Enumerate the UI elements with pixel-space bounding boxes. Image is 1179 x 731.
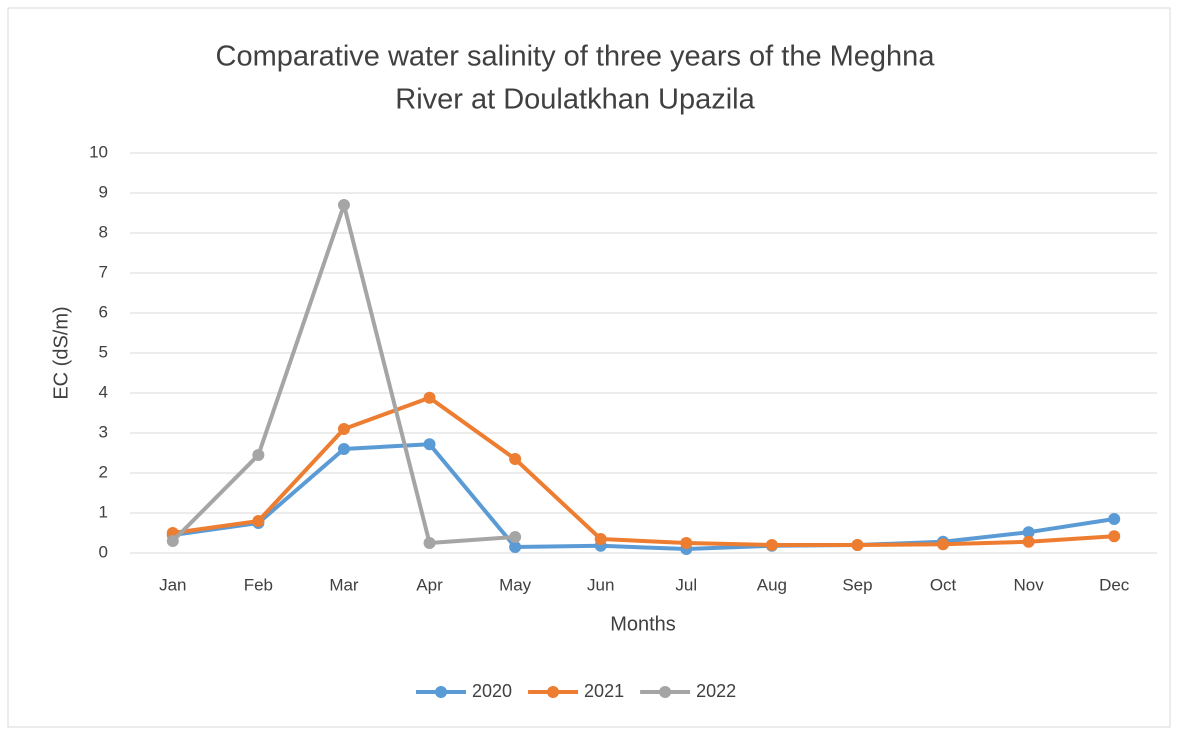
data-point bbox=[423, 438, 436, 451]
x-tick-label: Oct bbox=[930, 575, 957, 594]
chart-title: River at Doulatkhan Upazila bbox=[395, 84, 755, 116]
data-point bbox=[765, 539, 778, 551]
y-axis-label: EC (dS/m) bbox=[50, 306, 72, 399]
data-point bbox=[509, 541, 522, 553]
x-tick-label: Jan bbox=[159, 575, 186, 594]
data-point bbox=[337, 443, 350, 455]
y-tick-label: 5 bbox=[99, 342, 108, 361]
x-axis-label: Months bbox=[610, 613, 676, 635]
data-point bbox=[423, 537, 436, 549]
y-tick-label: 3 bbox=[99, 422, 108, 441]
x-tick-label: Jul bbox=[675, 575, 697, 594]
x-tick-label: Aug bbox=[757, 575, 787, 594]
legend-label: 2021 bbox=[584, 681, 624, 701]
chart-frame bbox=[7, 7, 1171, 728]
y-tick-label: 2 bbox=[99, 462, 108, 481]
x-tick-label: Mar bbox=[329, 575, 359, 594]
x-tick-label: Apr bbox=[416, 575, 443, 594]
data-point bbox=[337, 423, 350, 435]
legend-marker bbox=[435, 686, 447, 698]
data-point bbox=[166, 535, 179, 547]
data-point bbox=[851, 539, 864, 551]
y-tick-label: 0 bbox=[99, 542, 108, 561]
legend-label: 2022 bbox=[696, 681, 736, 701]
series-line bbox=[170, 395, 1117, 547]
data-point bbox=[1022, 535, 1035, 548]
data-point bbox=[423, 391, 436, 404]
data-point bbox=[1022, 526, 1035, 539]
y-tick-label: 6 bbox=[99, 302, 108, 321]
y-tick-label: 10 bbox=[89, 142, 108, 161]
legend-marker bbox=[547, 686, 560, 698]
y-tick-label: 8 bbox=[99, 222, 108, 241]
legend-label: 2020 bbox=[472, 681, 512, 701]
y-tick-label: 1 bbox=[99, 502, 108, 521]
data-point bbox=[937, 538, 950, 551]
data-point bbox=[509, 453, 522, 465]
data-point bbox=[509, 531, 522, 543]
series-line bbox=[170, 442, 1117, 551]
y-tick-label: 9 bbox=[99, 182, 108, 201]
data-point bbox=[252, 449, 265, 461]
x-tick-label: Jun bbox=[587, 575, 614, 594]
data-point bbox=[337, 199, 350, 211]
x-tick-label: Feb bbox=[244, 575, 273, 594]
chart-title: Comparative water salinity of three year… bbox=[216, 41, 936, 73]
legend-marker bbox=[659, 686, 672, 698]
data-point bbox=[252, 515, 265, 527]
data-point bbox=[1108, 530, 1121, 543]
x-tick-label: Dec bbox=[1099, 575, 1130, 594]
y-tick-label: 4 bbox=[99, 382, 108, 401]
data-point bbox=[1108, 513, 1121, 525]
x-tick-label: Sep bbox=[842, 575, 872, 594]
x-tick-label: Nov bbox=[1014, 575, 1045, 594]
y-tick-label: 7 bbox=[99, 262, 108, 281]
data-point bbox=[594, 533, 607, 545]
x-tick-label: May bbox=[499, 575, 532, 594]
data-point bbox=[680, 537, 693, 549]
